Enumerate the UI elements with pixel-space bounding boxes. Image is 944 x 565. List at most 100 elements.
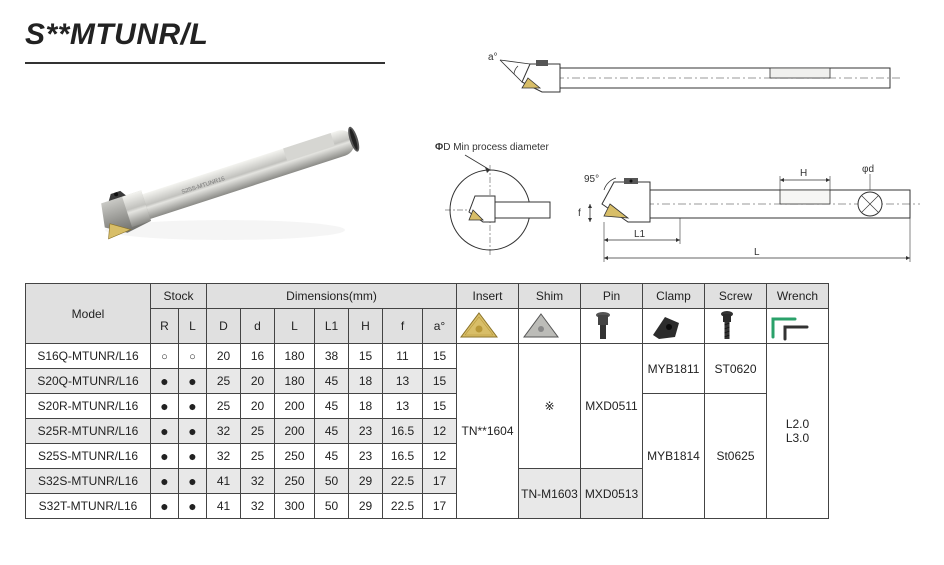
hdr-dims: Dimensions(mm) — [207, 284, 457, 309]
cell-screw1: ST0620 — [705, 344, 767, 394]
cell-L1: 45 — [315, 394, 349, 419]
cell-model: S32T-MTUNR/L16 — [26, 494, 151, 519]
cell-L: 250 — [275, 444, 315, 469]
cell-a: 15 — [423, 394, 457, 419]
cell-pin2: MXD0513 — [581, 469, 643, 519]
cell-H: 23 — [349, 419, 383, 444]
cell-stock-l: ● — [179, 394, 207, 419]
cell-f: 11 — [383, 344, 423, 369]
cell-d: 16 — [241, 344, 275, 369]
shim-icon — [519, 309, 581, 344]
cell-D: 25 — [207, 394, 241, 419]
cell-stock-l: ● — [179, 369, 207, 394]
cell-L: 250 — [275, 469, 315, 494]
page-title: S**MTUNR/L — [25, 18, 208, 52]
cell-stock-r: ● — [151, 494, 179, 519]
cell-a: 15 — [423, 344, 457, 369]
cell-d: 20 — [241, 394, 275, 419]
hdr-L: L — [275, 309, 315, 344]
hdr-stock-l: L — [179, 309, 207, 344]
cell-clamp2: MYB1814 — [643, 394, 705, 519]
hdr-wrench: Wrench — [767, 284, 829, 309]
cell-H: 29 — [349, 494, 383, 519]
cell-L1: 45 — [315, 369, 349, 394]
cell-stock-l: ● — [179, 419, 207, 444]
cell-model: S20R-MTUNR/L16 — [26, 394, 151, 419]
insert-icon — [457, 309, 519, 344]
cell-D: 32 — [207, 444, 241, 469]
cell-stock-r: ● — [151, 469, 179, 494]
cell-stock-r: ● — [151, 369, 179, 394]
cell-a: 12 — [423, 419, 457, 444]
cell-model: S25S-MTUNR/L16 — [26, 444, 151, 469]
cell-D: 32 — [207, 419, 241, 444]
hdr-screw: Screw — [705, 284, 767, 309]
cell-stock-l: ○ — [179, 344, 207, 369]
hdr-d: d — [241, 309, 275, 344]
cell-L: 200 — [275, 419, 315, 444]
cell-d: 32 — [241, 494, 275, 519]
cell-D: 25 — [207, 369, 241, 394]
cell-L: 300 — [275, 494, 315, 519]
cell-f: 16.5 — [383, 444, 423, 469]
cell-stock-r: ● — [151, 394, 179, 419]
cell-L1: 50 — [315, 494, 349, 519]
cell-d: 20 — [241, 369, 275, 394]
svg-text:L: L — [754, 247, 760, 258]
cell-H: 29 — [349, 469, 383, 494]
hdr-stock-r: R — [151, 309, 179, 344]
cell-L: 200 — [275, 394, 315, 419]
svg-text:L1: L1 — [634, 229, 646, 240]
spec-table: Model Stock Dimensions(mm) Insert Shim P… — [25, 283, 829, 519]
cell-d: 25 — [241, 419, 275, 444]
svg-text:φd: φd — [862, 164, 874, 175]
hdr-pin: Pin — [581, 284, 643, 309]
cell-shim1: ※ — [519, 344, 581, 469]
hdr-H: H — [349, 309, 383, 344]
svg-text:H: H — [800, 168, 807, 179]
cell-pin1: MXD0511 — [581, 344, 643, 469]
cell-H: 23 — [349, 444, 383, 469]
wrench-icon — [767, 309, 829, 344]
tool-photo: S25S-MTUNR16 — [60, 80, 390, 270]
svg-text:95°: 95° — [584, 174, 599, 185]
cell-f: 13 — [383, 394, 423, 419]
hdr-L1: L1 — [315, 309, 349, 344]
cell-a: 17 — [423, 494, 457, 519]
cell-a: 15 — [423, 369, 457, 394]
cell-model: S32S-MTUNR/L16 — [26, 469, 151, 494]
cell-f: 13 — [383, 369, 423, 394]
cell-stock-r: ● — [151, 419, 179, 444]
cell-L1: 45 — [315, 444, 349, 469]
cell-a: 17 — [423, 469, 457, 494]
hdr-clamp: Clamp — [643, 284, 705, 309]
cell-clamp1: MYB1811 — [643, 344, 705, 394]
diagram-top-view: a° — [470, 40, 910, 110]
cell-L: 180 — [275, 369, 315, 394]
cell-H: 18 — [349, 369, 383, 394]
cell-L1: 45 — [315, 419, 349, 444]
cell-stock-l: ● — [179, 469, 207, 494]
diagram-process-diameter: ΦD Min process diameter — [435, 140, 565, 260]
hdr-a: a° — [423, 309, 457, 344]
cell-shim2: TN-M1603 — [519, 469, 581, 519]
cell-f: 16.5 — [383, 419, 423, 444]
cell-stock-l: ● — [179, 494, 207, 519]
cell-model: S16Q-MTUNR/L16 — [26, 344, 151, 369]
cell-insert: TN**1604 — [457, 344, 519, 519]
table-row: S20R-MTUNR/L16●●252020045181315MYB1814St… — [26, 394, 829, 419]
svg-text:ΦD Min process diameter: ΦD Min process diameter — [435, 142, 549, 153]
hdr-stock: Stock — [151, 284, 207, 309]
hdr-D: D — [207, 309, 241, 344]
cell-f: 22.5 — [383, 494, 423, 519]
diagram-side-view: 95° f H φd L1 L — [570, 160, 930, 270]
cell-a: 12 — [423, 444, 457, 469]
hdr-model: Model — [26, 284, 151, 344]
cell-L: 180 — [275, 344, 315, 369]
cell-D: 41 — [207, 494, 241, 519]
clamp-icon — [643, 309, 705, 344]
pin-icon — [581, 309, 643, 344]
cell-screw2: St0625 — [705, 394, 767, 519]
cell-H: 18 — [349, 394, 383, 419]
cell-D: 20 — [207, 344, 241, 369]
